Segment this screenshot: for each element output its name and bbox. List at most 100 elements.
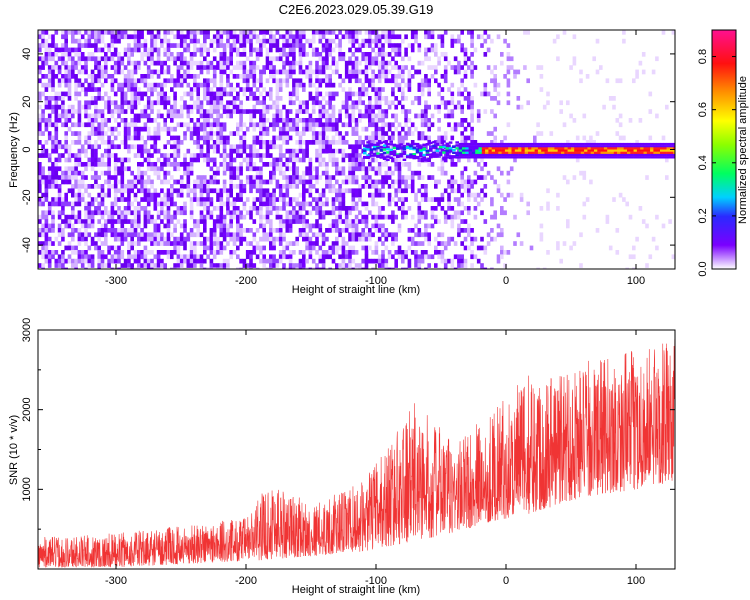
- heatmap-cell: [434, 214, 438, 220]
- heatmap-cell: [150, 34, 154, 40]
- heatmap-cell: [100, 135, 105, 141]
- heatmap-cell: [51, 175, 55, 180]
- heatmap-cell: [71, 192, 75, 198]
- heatmap-cell: [272, 126, 276, 132]
- heatmap-cell: [127, 263, 131, 268]
- heatmap-cell: [183, 210, 187, 216]
- heatmap-cell: [57, 82, 62, 88]
- heatmap-cell: [245, 34, 250, 40]
- heatmap-cell: [90, 219, 95, 224]
- heatmap-cell: [285, 214, 290, 220]
- heatmap-cell: [71, 74, 75, 79]
- heatmap-cell: [143, 113, 148, 119]
- heatmap-line-cell: [455, 144, 459, 147]
- heatmap-cell: [463, 258, 468, 264]
- heatmap-cell: [467, 91, 471, 97]
- heatmap-line-cell: [508, 156, 512, 159]
- heatmap-cell: [170, 135, 174, 141]
- heatmap-cell: [209, 131, 214, 136]
- heatmap-cell: [156, 122, 161, 128]
- heatmap-cell: [404, 179, 408, 185]
- heatmap-cell: [97, 126, 101, 132]
- heatmap-cell: [51, 201, 55, 207]
- heatmap-cell: [160, 91, 164, 97]
- heatmap-cell: [166, 69, 171, 75]
- heatmap-line-cell: [442, 140, 446, 143]
- heatmap-cell: [463, 184, 468, 189]
- heatmap-cell: [38, 162, 42, 167]
- heatmap-cell: [335, 263, 339, 268]
- heatmap-cell: [500, 170, 504, 176]
- heatmap-cell: [107, 179, 111, 185]
- heatmap-cell: [232, 210, 237, 216]
- heatmap-cell: [272, 43, 276, 48]
- heatmap-cell: [265, 109, 270, 114]
- heatmap-cell: [460, 263, 464, 268]
- heatmap-cell: [252, 179, 257, 185]
- heatmap-cell: [292, 43, 296, 48]
- heatmap-cell: [226, 258, 230, 264]
- heatmap-cell: [255, 78, 260, 84]
- heatmap-cell: [84, 109, 88, 114]
- heatmap-cell: [295, 82, 299, 88]
- heatmap-cell: [212, 144, 217, 150]
- heatmap-cell: [176, 56, 181, 62]
- heatmap-cell: [179, 258, 184, 264]
- heatmap-cell: [130, 188, 134, 194]
- heatmap-cell: [173, 82, 177, 88]
- heatmap-cell: [130, 118, 134, 123]
- heatmap-cell: [364, 56, 369, 62]
- heatmap-cell: [146, 210, 151, 216]
- heatmap-cell: [470, 74, 474, 79]
- heatmap-cell: [232, 144, 237, 150]
- heatmap-cell: [199, 135, 204, 141]
- heatmap-cell: [302, 131, 306, 136]
- heatmap-cell: [272, 78, 276, 84]
- heatmap-cell: [272, 228, 276, 233]
- heatmap-cell: [407, 78, 412, 84]
- heatmap-cell: [90, 197, 95, 202]
- heatmap-cell: [288, 109, 293, 114]
- heatmap-cell: [74, 87, 78, 92]
- heatmap-cell: [295, 210, 299, 216]
- heatmap-line-cell: [498, 142, 502, 146]
- heatmap-cell: [443, 241, 448, 246]
- heatmap-cell: [371, 118, 375, 123]
- heatmap-cell: [275, 210, 280, 216]
- heatmap-cell: [288, 166, 293, 172]
- heatmap-cell: [292, 170, 296, 176]
- heatmap-cell: [189, 157, 194, 163]
- heatmap-cell: [344, 91, 349, 97]
- heatmap-cell: [282, 162, 286, 167]
- heatmap-cell: [255, 188, 260, 194]
- heatmap-cell: [242, 78, 247, 84]
- heatmap-cell: [77, 56, 82, 62]
- heatmap-cell: [318, 140, 323, 145]
- heatmap-cell: [335, 162, 339, 167]
- heatmap-cell: [64, 118, 68, 123]
- heatmap-cell: [259, 113, 263, 119]
- heatmap-cell: [143, 122, 148, 128]
- heatmap-cell: [206, 47, 210, 53]
- heatmap-cell: [562, 30, 567, 35]
- heatmap-cell: [447, 236, 451, 242]
- heatmap-cell: [338, 232, 342, 238]
- heatmap-line-cell: [514, 149, 519, 152]
- heatmap-cell: [212, 91, 217, 97]
- heatmap-cell: [288, 258, 293, 264]
- heatmap-cell: [265, 144, 270, 150]
- heatmap-cell: [308, 38, 313, 44]
- heatmap-cell: [206, 82, 210, 88]
- heatmap-cell: [450, 135, 455, 141]
- heatmap-cell: [298, 140, 303, 145]
- heatmap-cell: [470, 179, 474, 185]
- heatmap-cell: [351, 118, 356, 123]
- heatmap-cell: [460, 140, 464, 145]
- heatmap-cell: [364, 52, 369, 57]
- heatmap-cell: [236, 144, 240, 150]
- heatmap-cell: [133, 69, 138, 75]
- heatmap-cell: [288, 179, 293, 185]
- heatmap-cell: [341, 179, 346, 185]
- heatmap-cell: [473, 206, 478, 211]
- heatmap-line-cell: [369, 144, 374, 147]
